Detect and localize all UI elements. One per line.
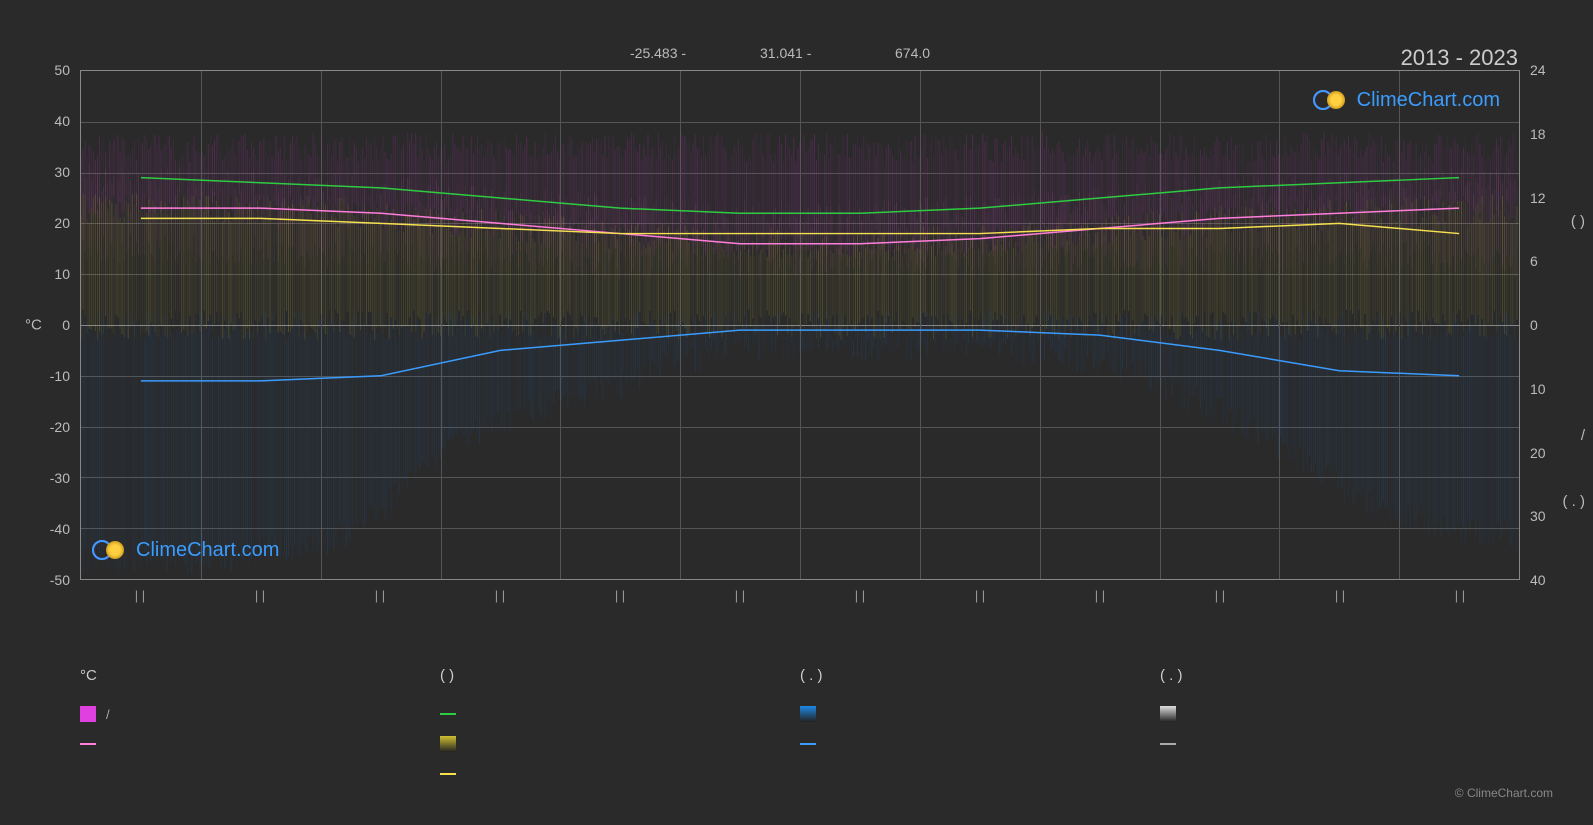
- y-tick-right: 18: [1530, 126, 1580, 142]
- header-longitude: 31.041 -: [760, 45, 811, 61]
- watermark-text: ClimeChart.com: [136, 539, 279, 562]
- data-svg: [81, 71, 1519, 579]
- y-axis-right-divider: /: [1581, 427, 1585, 444]
- chart-container: °C ( ) / ( . ) 50 40 30 20 10 0 -10 -20 …: [80, 70, 1520, 580]
- y-tick-left: 30: [20, 164, 70, 180]
- year-range: 2013 - 2023: [1401, 45, 1518, 71]
- y-tick-right: 30: [1530, 508, 1580, 524]
- y-tick-left: -10: [20, 368, 70, 384]
- legend-item: [80, 733, 440, 755]
- legend-header: °C: [80, 667, 440, 687]
- y-tick-right: 24: [1530, 62, 1580, 78]
- y-tick-left: 40: [20, 113, 70, 129]
- y-tick-right: 10: [1530, 381, 1580, 397]
- x-tick: | |: [1095, 588, 1105, 603]
- x-tick: | |: [495, 588, 505, 603]
- legend-line: [80, 743, 96, 745]
- legend-col-2: ( ): [440, 667, 800, 785]
- y-tick-left: -40: [20, 521, 70, 537]
- x-tick: | |: [735, 588, 745, 603]
- y-tick-left: 20: [20, 215, 70, 231]
- x-tick: | |: [615, 588, 625, 603]
- y-tick-left: -20: [20, 419, 70, 435]
- watermark-text: ClimeChart.com: [1357, 89, 1500, 112]
- watermark-bottom: ClimeChart.com: [92, 538, 279, 562]
- x-tick: | |: [375, 588, 385, 603]
- y-tick-right: 40: [1530, 572, 1580, 588]
- x-tick: | |: [1455, 588, 1465, 603]
- legend-item: /: [80, 703, 440, 725]
- legend-col-3: ( . ): [800, 667, 1160, 785]
- y-tick-right: 6: [1530, 253, 1580, 269]
- plot-area: [80, 70, 1520, 580]
- legend-col-4: ( . ): [1160, 667, 1520, 785]
- watermark-logo-icon: [1313, 88, 1349, 112]
- watermark-logo-icon: [92, 538, 128, 562]
- x-tick: | |: [135, 588, 145, 603]
- y-tick-left: 50: [20, 62, 70, 78]
- x-tick: | |: [855, 588, 865, 603]
- y-tick-right: 20: [1530, 445, 1580, 461]
- y-tick-right: 12: [1530, 190, 1580, 206]
- copyright: © ClimeChart.com: [1455, 786, 1553, 800]
- y-tick-left: 10: [20, 266, 70, 282]
- legend-swatch: [80, 706, 96, 722]
- legend-col-1: °C /: [80, 667, 440, 785]
- y-tick-left: -30: [20, 470, 70, 486]
- x-tick: | |: [1335, 588, 1345, 603]
- x-tick: | |: [255, 588, 265, 603]
- watermark-top: ClimeChart.com: [1313, 88, 1500, 112]
- y-axis-right-unit-upper: ( ): [1571, 213, 1585, 230]
- legend-header: ( . ): [1160, 667, 1520, 687]
- legend-header: ( ): [440, 667, 800, 687]
- header-elevation: 674.0: [895, 45, 930, 61]
- y-tick-left: -50: [20, 572, 70, 588]
- header-latitude: -25.483 -: [630, 45, 686, 61]
- x-tick: | |: [975, 588, 985, 603]
- legend-header: ( . ): [800, 667, 1160, 687]
- legend: °C / ( ) ( . ) ( . ): [80, 667, 1520, 785]
- y-tick-left: 0: [20, 317, 70, 333]
- x-tick: | |: [1215, 588, 1225, 603]
- y-tick-right: 0: [1530, 317, 1580, 333]
